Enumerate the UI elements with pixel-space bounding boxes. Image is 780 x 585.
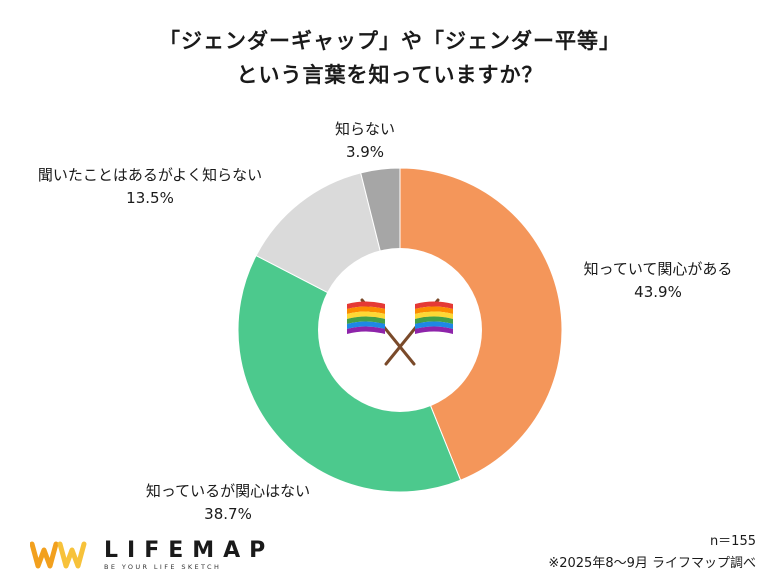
label-know-not-interested: 知っているが関心はない 38.7% <box>108 480 348 526</box>
lifemap-logo: LIFEMAP BE YOUR LIFE SKETCH <box>30 538 270 574</box>
label-heard-not-know-text: 聞いたことはあるがよく知らない <box>37 166 263 184</box>
label-dont-know-text: 知らない <box>334 120 395 138</box>
sample-size: n＝155 <box>709 534 756 549</box>
label-heard-not-know-pct: 13.5% <box>126 189 174 207</box>
label-know-interested-pct: 43.9% <box>634 283 682 301</box>
chart-title-line2: という言葉を知っていますか？ <box>236 63 544 87</box>
lifemap-logo-wordmark: LIFEMAP <box>104 538 275 563</box>
lifemap-logo-mark-icon <box>30 541 87 569</box>
crossed-rainbow-flags-icon <box>347 298 453 366</box>
label-dont-know: 知らない 3.9% <box>330 118 400 164</box>
label-know-interested-text: 知っていて関心がある <box>583 260 733 278</box>
chart-title: 「ジェンダーギャップ」や「ジェンダー平等」 という言葉を知っていますか？ <box>0 24 780 92</box>
source-note: ※2025年8〜9月 ライフマップ調べ <box>548 556 756 571</box>
label-know-interested: 知っていて関心がある 43.9% <box>558 258 758 304</box>
label-know-not-interested-text: 知っているが関心はない <box>145 482 311 500</box>
label-heard-not-know: 聞いたことはあるがよく知らない 13.5% <box>25 164 275 210</box>
chart-title-line1: 「ジェンダーギャップ」や「ジェンダー平等」 <box>159 29 621 53</box>
label-dont-know-pct: 3.9% <box>345 143 385 161</box>
label-know-not-interested-pct: 38.7% <box>204 505 252 523</box>
donut-hole <box>318 248 482 412</box>
lifemap-logo-tagline: BE YOUR LIFE SKETCH <box>104 563 222 571</box>
